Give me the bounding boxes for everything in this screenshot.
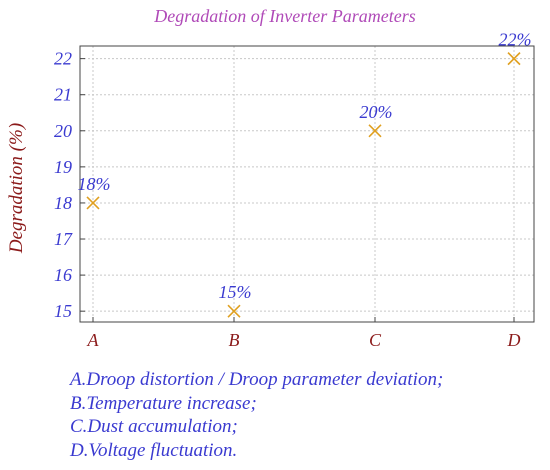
y-tick-label: 20 xyxy=(54,121,72,141)
legend-note-a: A.Droop distortion / Droop parameter dev… xyxy=(70,369,444,390)
y-tick-label: 21 xyxy=(54,85,72,105)
y-tick-label: 16 xyxy=(54,265,72,285)
data-label: 20% xyxy=(360,102,393,122)
data-point xyxy=(86,196,100,210)
legend-note-b: B.Temperature increase; xyxy=(70,392,257,414)
category-legend: A.Droop distortion / Droop parameter dev… xyxy=(70,368,443,462)
y-tick-label: 22 xyxy=(54,49,72,69)
axes: 15 16 17 18 19 20 21 22 A B C D xyxy=(54,49,521,350)
legend-note-d: D.Voltage fluctuation. xyxy=(70,439,238,461)
x-tick-label: D xyxy=(507,330,521,350)
y-tick-label: 15 xyxy=(54,301,72,321)
data-point xyxy=(227,304,241,318)
y-axis-label: Degradation (%) xyxy=(6,123,27,254)
marker-stroke xyxy=(227,304,241,318)
y-tick-label: 17 xyxy=(54,229,73,249)
x-tick-label: B xyxy=(229,330,240,350)
plot-frame xyxy=(79,45,535,323)
marker-stroke xyxy=(368,124,382,138)
marker-stroke xyxy=(507,52,521,66)
y-tick-label: 18 xyxy=(54,193,72,213)
data-label: 22% xyxy=(499,30,532,50)
data-point xyxy=(368,124,382,138)
data-markers: 18% 15% 20% 22% xyxy=(78,30,532,318)
x-tick-label: C xyxy=(369,330,382,350)
x-tick-label: A xyxy=(87,330,100,350)
y-tick-label: 19 xyxy=(54,157,72,177)
chart-title: Degradation of Inverter Parameters xyxy=(153,6,415,26)
data-label: 18% xyxy=(78,174,111,194)
legend-note-c: C.Dust accumulation; xyxy=(70,416,238,437)
marker-stroke xyxy=(86,196,100,210)
data-point xyxy=(507,52,521,66)
data-label: 15% xyxy=(219,282,252,302)
grid xyxy=(80,46,534,322)
